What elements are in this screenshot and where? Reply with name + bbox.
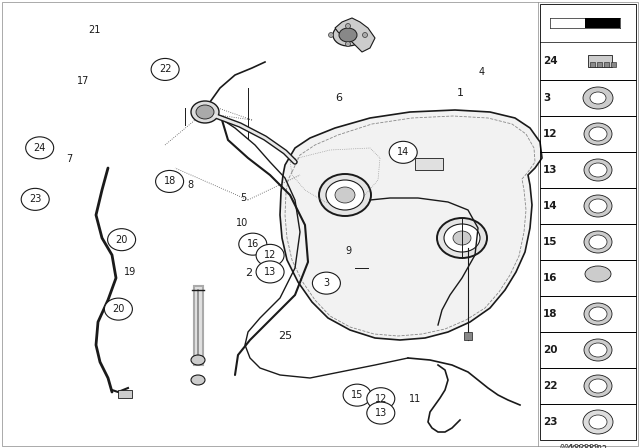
Ellipse shape [151, 58, 179, 81]
Ellipse shape [584, 123, 612, 145]
Ellipse shape [584, 375, 612, 397]
Ellipse shape [389, 141, 417, 164]
Text: 19: 19 [124, 267, 137, 277]
FancyBboxPatch shape [464, 332, 472, 340]
Ellipse shape [239, 233, 267, 255]
Ellipse shape [196, 105, 214, 119]
Ellipse shape [256, 244, 284, 267]
Ellipse shape [362, 33, 367, 38]
Ellipse shape [108, 228, 136, 251]
FancyBboxPatch shape [597, 62, 602, 67]
Ellipse shape [589, 343, 607, 357]
Ellipse shape [156, 170, 184, 193]
Ellipse shape [589, 235, 607, 249]
Text: 22: 22 [543, 381, 557, 391]
Ellipse shape [583, 87, 613, 109]
Text: 1: 1 [458, 88, 464, 98]
Ellipse shape [26, 137, 54, 159]
Text: 13: 13 [374, 408, 387, 418]
Polygon shape [585, 18, 620, 28]
Ellipse shape [367, 402, 395, 424]
Ellipse shape [104, 298, 132, 320]
Ellipse shape [590, 92, 606, 104]
Text: 20: 20 [115, 235, 128, 245]
Text: 12: 12 [543, 129, 557, 139]
Ellipse shape [584, 195, 612, 217]
Ellipse shape [367, 388, 395, 410]
Ellipse shape [584, 231, 612, 253]
Text: 13: 13 [543, 165, 557, 175]
Text: 5: 5 [240, 193, 246, 203]
Ellipse shape [589, 415, 607, 429]
Ellipse shape [589, 199, 607, 213]
FancyBboxPatch shape [590, 62, 595, 67]
Ellipse shape [437, 218, 487, 258]
Text: 3: 3 [543, 93, 550, 103]
Ellipse shape [328, 33, 333, 38]
Text: 15: 15 [543, 237, 557, 247]
Ellipse shape [339, 28, 357, 42]
Text: 11: 11 [408, 394, 421, 404]
Text: 24: 24 [33, 143, 46, 153]
Text: 24: 24 [543, 56, 557, 66]
Text: 4: 4 [478, 67, 484, 77]
Ellipse shape [589, 307, 607, 321]
Ellipse shape [589, 379, 607, 393]
Text: 23: 23 [543, 417, 557, 427]
FancyBboxPatch shape [118, 390, 132, 398]
Ellipse shape [191, 101, 219, 123]
Text: 00133382: 00133382 [560, 444, 600, 448]
Text: 7: 7 [66, 154, 72, 164]
Ellipse shape [584, 159, 612, 181]
Text: 8: 8 [188, 180, 194, 190]
Polygon shape [550, 18, 585, 28]
Text: 14: 14 [543, 201, 557, 211]
Polygon shape [280, 110, 542, 340]
Text: 22: 22 [159, 65, 172, 74]
Ellipse shape [583, 410, 613, 434]
Ellipse shape [319, 174, 371, 216]
Text: 21: 21 [88, 25, 101, 35]
Text: 12: 12 [264, 250, 276, 260]
Text: 12: 12 [374, 394, 387, 404]
Text: 16: 16 [246, 239, 259, 249]
Ellipse shape [584, 303, 612, 325]
Text: 10: 10 [236, 218, 248, 228]
Ellipse shape [335, 187, 355, 203]
Ellipse shape [346, 42, 351, 47]
Text: 14: 14 [397, 147, 410, 157]
FancyBboxPatch shape [588, 55, 612, 67]
Text: 20: 20 [112, 304, 125, 314]
Ellipse shape [584, 339, 612, 361]
Ellipse shape [256, 261, 284, 283]
Text: 2: 2 [244, 268, 252, 278]
FancyBboxPatch shape [604, 62, 609, 67]
Ellipse shape [453, 231, 471, 245]
Ellipse shape [333, 24, 363, 46]
FancyBboxPatch shape [611, 62, 616, 67]
Text: 6: 6 [336, 93, 342, 103]
Text: 18: 18 [163, 177, 176, 186]
Text: 13: 13 [264, 267, 276, 277]
FancyBboxPatch shape [415, 158, 443, 170]
Polygon shape [335, 18, 375, 52]
Ellipse shape [312, 272, 340, 294]
Ellipse shape [343, 384, 371, 406]
Text: 00133382: 00133382 [568, 445, 608, 448]
Text: 9: 9 [346, 246, 352, 256]
Ellipse shape [346, 23, 351, 29]
Text: 15: 15 [351, 390, 364, 400]
Ellipse shape [326, 180, 364, 210]
Ellipse shape [191, 355, 205, 365]
Text: 20: 20 [543, 345, 557, 355]
Text: 17: 17 [77, 76, 90, 86]
Ellipse shape [191, 375, 205, 385]
Text: 23: 23 [29, 194, 42, 204]
Text: 25: 25 [278, 331, 292, 341]
FancyBboxPatch shape [550, 18, 620, 28]
Text: 18: 18 [543, 309, 557, 319]
Ellipse shape [589, 127, 607, 141]
Text: 3: 3 [323, 278, 330, 288]
Ellipse shape [585, 266, 611, 282]
